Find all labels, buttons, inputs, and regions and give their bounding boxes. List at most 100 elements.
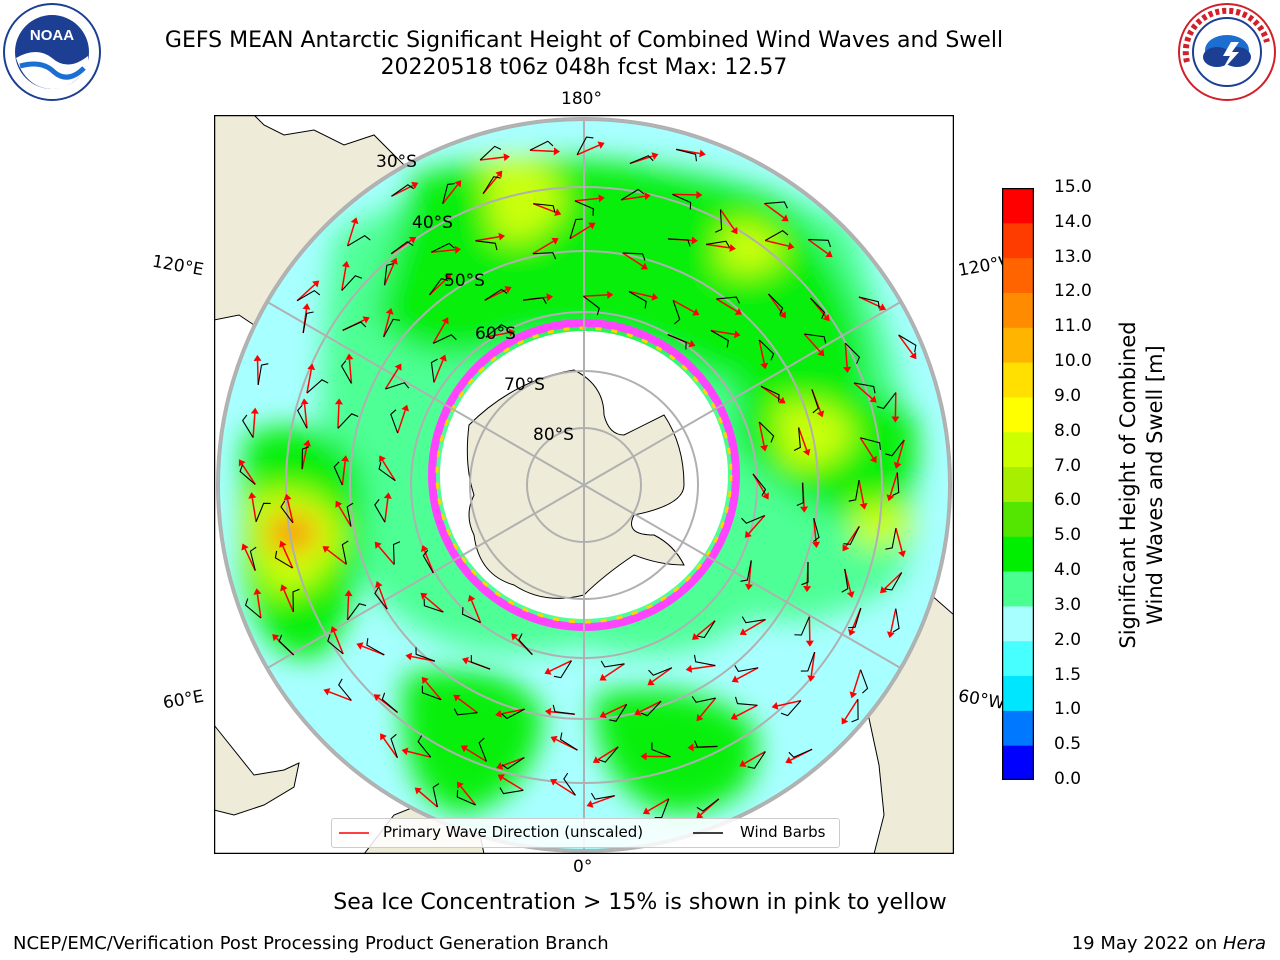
wave-arrow (256, 594, 262, 619)
wind-barb (337, 413, 359, 429)
wind-barb (622, 252, 646, 261)
wind-barb (794, 616, 810, 636)
wind-barb (475, 240, 498, 251)
lon-label-180: 180° (561, 89, 602, 109)
wind-barb (860, 669, 869, 694)
wave-arrow (382, 737, 399, 759)
wave-arrow (672, 299, 695, 313)
wave-arrow-head (691, 236, 698, 245)
wave-arrow (485, 331, 510, 338)
wind-barb (752, 473, 767, 496)
wave-arrow (889, 472, 899, 496)
wave-arrow (639, 700, 662, 713)
wind-barb (574, 200, 594, 216)
wave-arrow-head (699, 149, 706, 158)
wind-barb (654, 798, 670, 819)
wave-arrow (797, 427, 808, 451)
wind-barb (569, 218, 583, 239)
wave-arrow (853, 382, 873, 400)
colorbar-tick-label: 7.0 (1054, 455, 1082, 476)
wind-barb (629, 155, 654, 164)
wave-arrow-head (373, 694, 381, 702)
wind-barb (341, 275, 363, 291)
wave-arrow-head (375, 581, 383, 589)
wind-barb (796, 482, 804, 506)
wave-arrow-head (345, 353, 354, 360)
wind-barb (381, 692, 398, 713)
wind-barb (648, 667, 673, 676)
wave-arrow-head (362, 316, 370, 324)
wind-barb (552, 704, 575, 715)
wind-barb (257, 363, 269, 385)
wind-barb (741, 616, 766, 624)
lat-label-80s: 80°S (533, 425, 574, 445)
footer-date: 19 May 2022 on Hera (1071, 933, 1266, 954)
wind-barb (706, 240, 730, 248)
wave-arrow-head (283, 493, 292, 501)
wind-barb (431, 242, 455, 253)
wind-barb (734, 696, 758, 706)
wave-arrow-head (599, 673, 607, 681)
wave-arrow-head (842, 544, 850, 552)
wave-arrow-head (250, 407, 259, 414)
wave-arrow (384, 368, 399, 390)
wave-arrow (858, 296, 881, 308)
wave-arrow (501, 756, 525, 767)
wave-arrow (895, 528, 903, 552)
colorbar-cell (1002, 745, 1034, 780)
colorbar-tick-label: 1.5 (1054, 664, 1082, 685)
wave-arrow-head (744, 530, 752, 538)
wave-arrow (301, 445, 308, 470)
wave-arrow (583, 294, 608, 297)
wave-arrow (383, 262, 395, 286)
wind-barb (620, 188, 645, 201)
wave-arrow-head (454, 180, 462, 188)
land-antarctica (466, 369, 685, 599)
wave-arrow-head (550, 735, 558, 744)
wave-arrow (341, 461, 346, 486)
wind-barb (810, 297, 826, 320)
wind-barb (788, 748, 813, 758)
wave-arrow-head (356, 642, 364, 650)
wind-barb (609, 704, 628, 722)
wave-arrow-head (651, 292, 659, 301)
wind-barb (478, 737, 487, 762)
legend-item-wave-direction: Primary Wave Direction (unscaled) (383, 823, 644, 841)
wave-arrow (529, 149, 554, 153)
land-africa (214, 724, 300, 816)
wind-barb (340, 360, 352, 384)
colorbar-tick-label: 4.0 (1054, 560, 1082, 581)
wave-arrow-head (408, 237, 417, 244)
wave-arrow-head (891, 416, 900, 423)
wave-arrow-head (390, 257, 398, 265)
wind-barb (390, 241, 414, 255)
noaa-logo-text: NOAA (30, 27, 74, 44)
wave-arrow (883, 571, 903, 590)
wave-arrow-head (592, 756, 601, 763)
wind-barb (598, 746, 619, 763)
lat-label-60s: 60°S (475, 324, 516, 344)
wind-barb (876, 392, 897, 410)
wave-arrow-head (307, 363, 316, 371)
wave-arrow (748, 515, 766, 534)
wind-barb (860, 437, 881, 450)
wind-barb (297, 404, 308, 429)
wind-barb (392, 541, 401, 565)
wave-arrow-head (383, 492, 392, 499)
wave-arrow-head (640, 752, 647, 761)
wave-arrow (549, 660, 572, 672)
wave-arrow (391, 184, 414, 197)
wind-barb (667, 238, 691, 247)
map-title: GEFS MEAN Antarctic Significant Height o… (164, 28, 1004, 53)
wave-arrow (500, 708, 525, 715)
wave-arrow (423, 550, 435, 574)
wave-arrow (706, 243, 731, 249)
wave-arrow-head (817, 349, 825, 357)
wave-arrow-head (805, 640, 814, 647)
wave-arrow-head (634, 708, 642, 716)
wave-arrow (744, 618, 766, 633)
wind-barb (347, 603, 367, 621)
wind-barb (390, 409, 399, 434)
wind-barb (801, 562, 809, 586)
wind-barb (280, 500, 294, 524)
